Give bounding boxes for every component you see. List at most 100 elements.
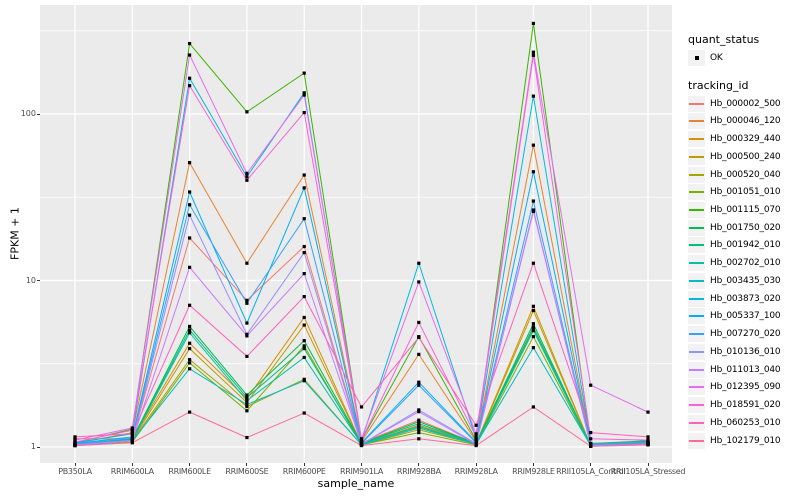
data-point	[245, 110, 249, 114]
data-point	[646, 438, 650, 442]
legend-key-box	[688, 148, 705, 165]
data-point	[188, 41, 192, 46]
legend-item-label: Hb_000520_040	[710, 169, 781, 180]
x-tick-mark	[590, 463, 592, 466]
legend-line-swatch	[689, 350, 704, 353]
data-point	[646, 435, 650, 439]
x-tick-label: RRIM600SE	[225, 467, 269, 476]
data-point	[73, 440, 77, 444]
legend-key-box	[688, 272, 705, 289]
data-point	[245, 435, 249, 440]
legend-line-swatch	[689, 209, 704, 211]
data-point	[417, 420, 421, 424]
data-point	[417, 383, 421, 387]
data-point	[417, 380, 421, 384]
legend-item-label: Hb_005337_100	[710, 311, 781, 322]
legend-key-box	[688, 397, 705, 414]
x-tick-label: RRIM928LA	[454, 467, 498, 476]
data-point	[531, 335, 535, 339]
legend-item-Hb_001942_010: Hb_001942_010	[688, 237, 798, 255]
legend-line-swatch	[689, 244, 704, 247]
data-point	[188, 361, 192, 365]
data-point	[188, 236, 192, 240]
data-point	[245, 400, 249, 405]
point-icon	[694, 55, 699, 60]
legend-item-Hb_060253_010: Hb_060253_010	[688, 414, 798, 432]
legend-item-Hb_010136_010: Hb_010136_010	[688, 343, 798, 361]
legend-line-swatch	[689, 120, 704, 123]
legend-key-box	[688, 202, 705, 218]
legend-key-box	[688, 113, 705, 130]
legend-item-Hb_001750_020: Hb_001750_020	[688, 219, 798, 237]
legend-line-swatch	[689, 439, 704, 442]
legend-item-Hb_012395_090: Hb_012395_090	[688, 378, 798, 396]
x-tick-mark	[246, 463, 248, 466]
data-point	[531, 325, 535, 329]
y-tick-mark	[37, 113, 40, 115]
x-tick-label: RRII105LA_Control	[556, 467, 626, 476]
data-point	[531, 304, 535, 308]
legend-item-Hb_007270_020: Hb_007270_020	[688, 325, 798, 343]
data-point	[302, 355, 306, 360]
legend-key-box	[688, 95, 705, 112]
data-point	[359, 405, 364, 409]
legend-key-box	[688, 432, 705, 449]
legend-title-tracking-id: tracking_id	[688, 78, 749, 92]
data-point	[188, 367, 192, 371]
data-point	[474, 435, 478, 439]
data-point	[531, 199, 535, 203]
data-point	[531, 53, 535, 57]
data-point	[417, 280, 421, 284]
data-point	[73, 443, 77, 448]
data-point	[302, 315, 306, 320]
x-tick-mark	[303, 463, 305, 466]
data-point	[531, 50, 535, 54]
data-point	[302, 251, 306, 255]
data-point	[245, 402, 249, 407]
data-point	[245, 409, 249, 413]
legend-item-Hb_000046_120: Hb_000046_120	[688, 112, 798, 130]
data-point	[188, 213, 192, 217]
data-point	[302, 110, 306, 115]
legend-item-label: Hb_002702_010	[710, 258, 781, 269]
plot-panel	[40, 5, 672, 463]
data-point	[417, 352, 421, 356]
x-tick-mark	[475, 463, 477, 466]
x-tick-label: PB350LA	[58, 467, 92, 476]
legend-key-box	[688, 361, 705, 378]
data-point	[531, 405, 535, 409]
data-point	[417, 437, 421, 441]
legend-item-label: Hb_001942_010	[710, 240, 781, 251]
y-axis-title: FPKM + 1	[8, 207, 22, 260]
legend-item-Hb_001115_070: Hb_001115_070	[688, 201, 798, 219]
x-tick-mark	[532, 463, 534, 466]
x-tick-label: RRIM928LE	[512, 467, 555, 476]
data-point	[302, 411, 306, 415]
data-point	[302, 323, 306, 327]
data-point	[531, 21, 535, 26]
data-point	[130, 439, 134, 443]
x-tick-mark	[647, 463, 649, 466]
data-point	[417, 428, 421, 432]
legend-line-swatch	[689, 279, 704, 282]
legend-item-label: OK	[710, 52, 723, 63]
data-point	[245, 334, 249, 338]
data-point	[302, 186, 306, 190]
data-point	[302, 344, 306, 348]
legend: quant_status OK tracking_id Hb_000002_50…	[688, 33, 798, 449]
legend-line-swatch	[689, 297, 704, 300]
legend-item-label: Hb_003435_030	[710, 275, 781, 286]
data-point	[589, 437, 593, 441]
data-point	[302, 346, 306, 351]
x-tick-mark	[131, 463, 133, 466]
legend-item-Hb_005337_100: Hb_005337_100	[688, 308, 798, 326]
y-tick-label: 10	[25, 275, 36, 285]
data-point	[646, 410, 650, 414]
legend-item-Hb_018591_020: Hb_018591_020	[688, 396, 798, 414]
data-point	[302, 93, 306, 97]
legend-line-swatch	[689, 386, 704, 389]
data-point	[245, 393, 249, 397]
x-axis-title: sample_name	[317, 477, 395, 490]
data-point	[245, 175, 249, 179]
